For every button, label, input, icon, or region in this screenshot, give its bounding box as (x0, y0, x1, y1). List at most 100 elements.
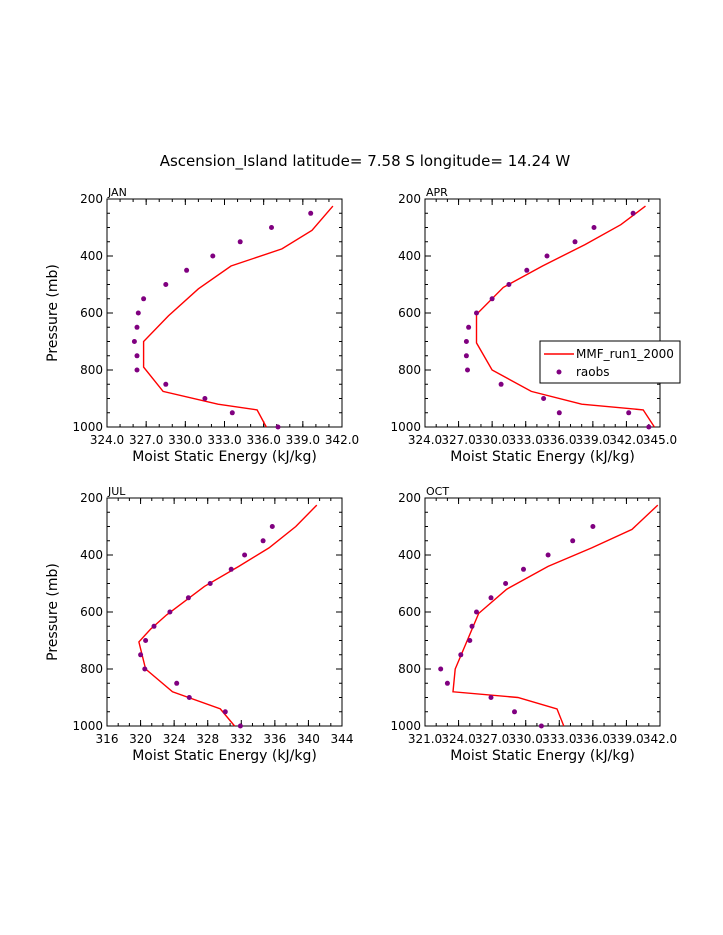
raobs-point (260, 538, 266, 544)
raobs-point (498, 381, 504, 387)
x-tick-label: 330.0 (475, 433, 509, 447)
x-tick-label: 324.0 (90, 433, 124, 447)
y-tick-label: 1000 (72, 420, 103, 434)
x-tick-label: 336 (263, 732, 286, 746)
y-tick-label: 600 (80, 605, 103, 619)
raobs-point (463, 353, 469, 359)
raobs-point (275, 424, 281, 430)
x-tick-label: 327.0 (129, 433, 163, 447)
raobs-point (131, 339, 137, 344)
x-axis-label: Moist Static Energy (kJ/kg) (132, 449, 317, 465)
y-axis-label: Pressure (mb) (45, 264, 61, 362)
x-tick-label: 328 (196, 732, 219, 746)
legend-model-label: MMF_run1_2000 (576, 347, 674, 361)
figure-title: Ascension_Island latitude= 7.58 S longit… (160, 152, 571, 171)
raobs-point (143, 638, 149, 643)
x-tick-label: 342.0 (643, 732, 677, 746)
raobs-point (185, 595, 191, 601)
x-tick-label: 339.0 (286, 433, 320, 447)
legend-obs-label: raobs (576, 365, 610, 379)
raobs-point (474, 310, 479, 316)
raobs-point (222, 709, 228, 715)
raobs-point (141, 296, 147, 302)
y-tick-label: 800 (398, 662, 421, 676)
x-tick-label: 336.0 (576, 732, 610, 746)
x-tick-label: 333.0 (542, 732, 576, 746)
raobs-point (630, 210, 636, 216)
x-tick-label: 321.0 (408, 732, 442, 746)
raobs-point (237, 239, 243, 245)
x-tick-label: 339.0 (576, 433, 610, 447)
raobs-point (207, 581, 213, 586)
raobs-point (512, 709, 517, 715)
raobs-point (186, 695, 192, 700)
raobs-point (556, 410, 562, 416)
raobs-point (174, 680, 180, 686)
x-tick-label: 342.0 (325, 433, 359, 447)
y-tick-label: 1000 (390, 420, 421, 434)
panel-title: APR (426, 186, 448, 199)
raobs-point (506, 282, 512, 287)
raobs-point (142, 666, 148, 672)
x-tick-label: 327.0 (441, 433, 475, 447)
x-axis-label: Moist Static Energy (kJ/kg) (450, 449, 635, 465)
raobs-point (444, 680, 450, 686)
series-line-mmf (452, 504, 659, 727)
raobs-point (626, 410, 632, 416)
x-tick-label: 324.0 (441, 732, 475, 746)
x-tick-label: 316 (96, 732, 119, 746)
raobs-point (488, 695, 494, 700)
y-axis-label: Pressure (mb) (45, 563, 61, 661)
raobs-point (541, 396, 547, 401)
panel-title: JAN (107, 186, 127, 199)
raobs-point (151, 623, 157, 629)
raobs-point (572, 239, 578, 245)
raobs-point (438, 666, 444, 672)
x-tick-label: 336.0 (542, 433, 576, 447)
series-line-mmf (138, 504, 318, 727)
x-tick-label: 320 (129, 732, 152, 746)
raobs-point (538, 723, 544, 729)
x-axis-label: Moist Static Energy (kJ/kg) (450, 748, 635, 764)
raobs-point (138, 652, 144, 658)
raobs-point (570, 538, 576, 544)
x-tick-label: 332 (230, 732, 253, 746)
y-tick-label: 800 (80, 363, 103, 377)
y-tick-label: 1000 (72, 719, 103, 733)
raobs-point (237, 723, 243, 729)
raobs-point (202, 396, 208, 401)
x-tick-label: 333.0 (509, 433, 543, 447)
y-tick-label: 400 (398, 548, 421, 562)
raobs-point (134, 324, 140, 330)
raobs-point (134, 367, 140, 373)
panel-title: JUL (107, 485, 126, 498)
raobs-point (463, 339, 469, 344)
x-tick-label: 333.0 (207, 433, 241, 447)
raobs-point (465, 367, 470, 373)
raobs-point (228, 566, 234, 572)
raobs-point (135, 310, 141, 316)
raobs-point (591, 225, 597, 230)
raobs-point (488, 595, 494, 601)
x-tick-label: 330.0 (509, 732, 543, 746)
x-axis-label: Moist Static Energy (kJ/kg) (132, 748, 317, 764)
x-tick-label: 342.0 (609, 433, 643, 447)
raobs-point (210, 253, 216, 259)
series-line-mmf (475, 205, 655, 428)
raobs-point (134, 353, 140, 359)
raobs-point (474, 609, 479, 615)
plot-frame (106, 497, 343, 727)
panel-title: OCT (426, 485, 449, 498)
raobs-point (489, 296, 495, 302)
x-tick-label: 324 (163, 732, 186, 746)
y-tick-label: 400 (80, 249, 103, 263)
y-tick-label: 600 (398, 605, 421, 619)
raobs-point (521, 566, 526, 572)
x-tick-label: 336.0 (246, 433, 280, 447)
legend-point-swatch (556, 369, 562, 375)
raobs-point (229, 410, 235, 416)
